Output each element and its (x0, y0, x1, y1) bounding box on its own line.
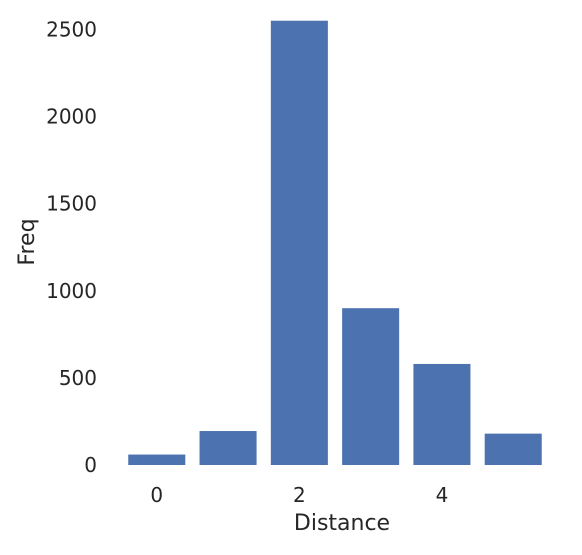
y-tick-label-0: 0 (84, 453, 97, 477)
y-tick-label-500: 500 (59, 366, 97, 390)
bars-layer (128, 20, 542, 465)
bar-3 (342, 308, 400, 465)
bar-2 (270, 20, 328, 465)
bar-1 (199, 431, 257, 465)
x-tick-label-2: 2 (293, 483, 306, 507)
y-tick-label-1500: 1500 (46, 192, 97, 216)
y-axis-label: Freq (15, 218, 40, 265)
y-tick-label-1000: 1000 (46, 279, 97, 303)
x-axis-label: Distance (294, 511, 390, 536)
x-tick-label-4: 4 (436, 483, 449, 507)
y-tick-label-2500: 2500 (46, 17, 97, 41)
bar-5 (484, 433, 542, 465)
bar-0 (128, 454, 186, 465)
x-tick-label-0: 0 (150, 483, 163, 507)
y-tick-label-2000: 2000 (46, 105, 97, 129)
bar-4 (413, 363, 471, 465)
y-tick-labels: 0 500 1000 1500 2000 2500 (46, 17, 97, 477)
x-tick-labels: 0 2 4 (150, 483, 448, 507)
